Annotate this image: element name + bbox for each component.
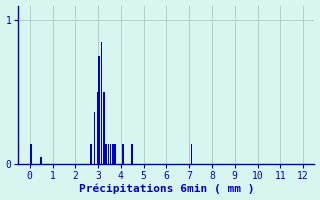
Bar <box>103 92 105 164</box>
Bar <box>99 56 100 164</box>
Bar <box>122 144 124 164</box>
Bar <box>94 112 95 164</box>
Bar <box>110 144 111 164</box>
X-axis label: Précipitations 6min ( mm ): Précipitations 6min ( mm ) <box>79 184 254 194</box>
Bar <box>132 144 133 164</box>
Bar <box>191 144 192 164</box>
Bar <box>30 144 32 164</box>
Bar <box>101 42 102 164</box>
Bar <box>40 157 42 164</box>
Bar <box>108 144 109 164</box>
Bar <box>97 92 99 164</box>
Bar <box>105 144 107 164</box>
Bar <box>91 144 92 164</box>
Bar <box>114 144 116 164</box>
Bar <box>112 144 114 164</box>
